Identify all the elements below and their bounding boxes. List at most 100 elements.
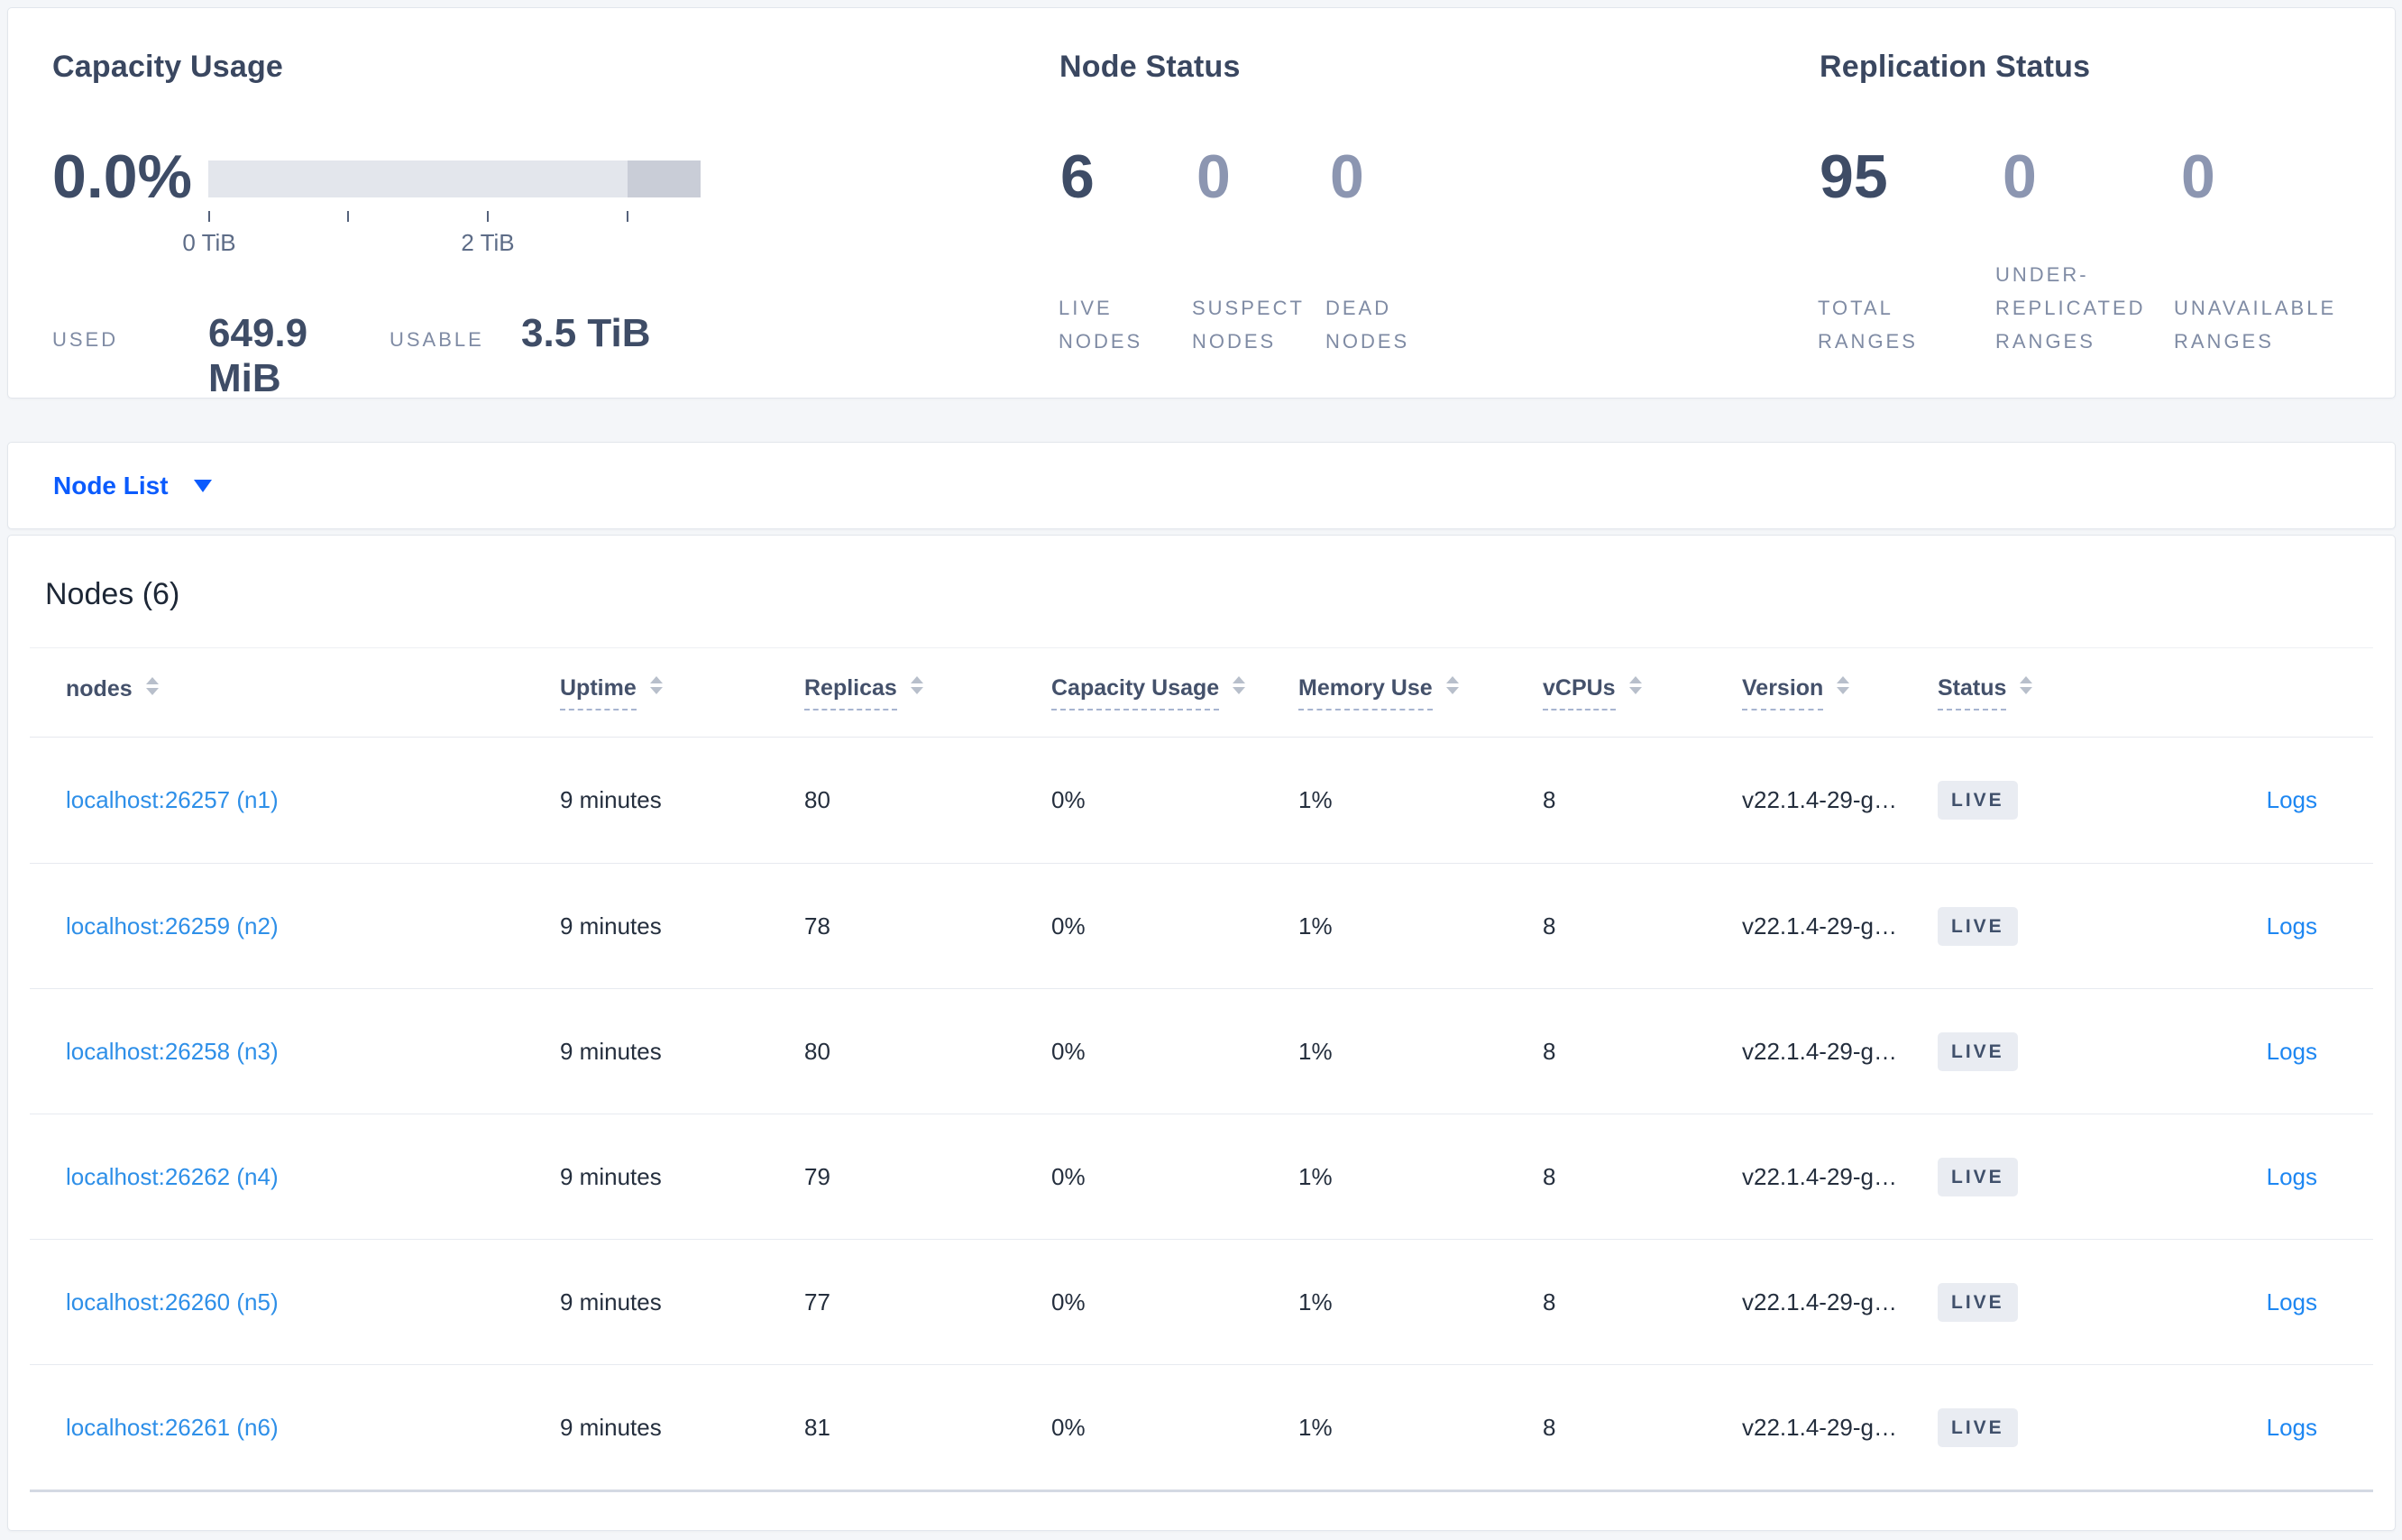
node-link[interactable]: localhost:26258 (n3) bbox=[66, 1037, 279, 1065]
replicas-cell: 79 bbox=[804, 1162, 830, 1190]
logs-link[interactable]: Logs bbox=[2266, 1037, 2317, 1065]
column-header[interactable]: Version bbox=[1742, 675, 1938, 710]
capacity-usage-title: Capacity Usage bbox=[52, 50, 284, 84]
sort-icon[interactable] bbox=[2020, 675, 2033, 694]
status-badge: LIVE bbox=[1938, 1031, 2018, 1071]
gauge-tick-label-2: 2 TiB bbox=[461, 229, 515, 256]
logs-link[interactable]: Logs bbox=[2266, 1413, 2317, 1441]
capacity-gauge: 0 TiB 2 TiB bbox=[182, 160, 701, 260]
sort-icon[interactable] bbox=[1445, 675, 1459, 694]
column-header-label[interactable]: Capacity Usage bbox=[1051, 675, 1220, 710]
total-ranges-value: 95 bbox=[1820, 142, 1888, 211]
capacity-percent-value: 0.0% bbox=[52, 142, 192, 211]
status-badge: LIVE bbox=[1938, 1282, 2018, 1322]
node-status-title: Node Status bbox=[1059, 50, 1241, 84]
vcpus-cell: 8 bbox=[1543, 912, 1556, 940]
capacity-used-row: USED 649.9 MiB USABLE 3.5 TiB bbox=[52, 311, 650, 401]
column-header-label[interactable]: Status bbox=[1938, 675, 2007, 710]
capacity-usage-cell: 0% bbox=[1051, 1037, 1086, 1065]
replicas-cell: 80 bbox=[804, 786, 830, 813]
table-row: localhost:26258 (n3) 9 minutes 80 0% 1% … bbox=[30, 988, 2373, 1114]
sort-icon[interactable] bbox=[910, 675, 923, 694]
total-ranges-label: TOTAL RANGES bbox=[1818, 297, 1918, 353]
logs-link[interactable]: Logs bbox=[2266, 1288, 2317, 1315]
uptime-cell: 9 minutes bbox=[560, 1413, 662, 1441]
uptime-cell: 9 minutes bbox=[560, 786, 662, 813]
suspect-nodes-stat: 0 SUSPECT NODES bbox=[1192, 8, 1309, 398]
memory-use-cell: 1% bbox=[1298, 1288, 1333, 1315]
live-nodes-label: LIVE NODES bbox=[1059, 297, 1143, 353]
replicas-cell: 81 bbox=[804, 1413, 830, 1441]
node-link[interactable]: localhost:26259 (n2) bbox=[66, 912, 279, 940]
status-badge: LIVE bbox=[1938, 781, 2018, 820]
logs-link[interactable]: Logs bbox=[2266, 786, 2317, 813]
capacity-usage-cell: 0% bbox=[1051, 1162, 1086, 1190]
sort-icon[interactable] bbox=[145, 676, 159, 695]
memory-use-cell: 1% bbox=[1298, 1162, 1333, 1190]
capacity-usage-cell: 0% bbox=[1051, 786, 1086, 813]
node-link[interactable]: localhost:26261 (n6) bbox=[66, 1413, 279, 1441]
total-ranges-stat: 95 TOTAL RANGES bbox=[1818, 8, 1948, 398]
column-header[interactable]: vCPUs bbox=[1543, 675, 1742, 710]
column-header[interactable]: Replicas bbox=[804, 675, 1051, 710]
table-body: localhost:26257 (n1) 9 minutes 80 0% 1% … bbox=[30, 738, 2373, 1492]
sort-icon[interactable] bbox=[1837, 675, 1850, 694]
table-row: localhost:26261 (n6) 9 minutes 81 0% 1% … bbox=[30, 1364, 2373, 1490]
used-label: USED bbox=[52, 328, 119, 351]
uptime-cell: 9 minutes bbox=[560, 1037, 662, 1065]
logs-link[interactable]: Logs bbox=[2266, 1162, 2317, 1190]
column-header-label[interactable]: Version bbox=[1742, 675, 1824, 710]
column-header-label[interactable]: Replicas bbox=[804, 675, 897, 710]
nodes-table-title: Nodes (6) bbox=[45, 577, 180, 611]
logs-link[interactable]: Logs bbox=[2266, 912, 2317, 940]
column-header-nodes-label: nodes bbox=[66, 675, 133, 701]
gauge-tick-1 bbox=[347, 211, 349, 222]
column-header-label[interactable]: vCPUs bbox=[1543, 675, 1616, 710]
table-row: localhost:26260 (n5) 9 minutes 77 0% 1% … bbox=[30, 1239, 2373, 1364]
version-cell: v22.1.4-29-g… bbox=[1742, 912, 1897, 940]
column-header[interactable]: Capacity Usage bbox=[1051, 675, 1298, 710]
unavailable-ranges-value: 0 bbox=[2181, 142, 2215, 211]
table-row: localhost:26259 (n2) 9 minutes 78 0% 1% … bbox=[30, 863, 2373, 988]
caret-down-icon[interactable] bbox=[193, 479, 212, 492]
sort-icon[interactable] bbox=[649, 675, 663, 694]
vcpus-cell: 8 bbox=[1543, 1288, 1556, 1315]
table-row: localhost:26262 (n4) 9 minutes 79 0% 1% … bbox=[30, 1114, 2373, 1239]
unavailable-ranges-stat: 0 UNAVAILABLE RANGES bbox=[2174, 8, 2354, 398]
suspect-nodes-label: SUSPECT NODES bbox=[1192, 297, 1305, 353]
column-header[interactable]: Uptime bbox=[560, 675, 804, 710]
column-header[interactable]: Memory Use bbox=[1298, 675, 1543, 710]
replicas-cell: 78 bbox=[804, 912, 830, 940]
suspect-nodes-value: 0 bbox=[1196, 142, 1231, 211]
memory-use-cell: 1% bbox=[1298, 912, 1333, 940]
version-cell: v22.1.4-29-g… bbox=[1742, 1288, 1897, 1315]
column-header-nodes[interactable]: nodes bbox=[66, 676, 560, 710]
view-selector-bar: Node List bbox=[7, 442, 2396, 529]
node-link[interactable]: localhost:26257 (n1) bbox=[66, 786, 279, 813]
under-replicated-ranges-value: 0 bbox=[2003, 142, 2037, 211]
node-link[interactable]: localhost:26260 (n5) bbox=[66, 1288, 279, 1315]
status-badge: LIVE bbox=[1938, 906, 2018, 946]
status-badge: LIVE bbox=[1938, 1157, 2018, 1196]
gauge-tick-3 bbox=[627, 211, 628, 222]
vcpus-cell: 8 bbox=[1543, 1037, 1556, 1065]
status-badge: LIVE bbox=[1938, 1407, 2018, 1447]
capacity-usage-cell: 0% bbox=[1051, 1288, 1086, 1315]
unavailable-ranges-label: UNAVAILABLE RANGES bbox=[2174, 297, 2337, 353]
column-header-label[interactable]: Uptime bbox=[560, 675, 637, 710]
node-link[interactable]: localhost:26262 (n4) bbox=[66, 1162, 279, 1190]
column-header[interactable]: Status bbox=[1938, 675, 2154, 710]
live-nodes-value: 6 bbox=[1060, 142, 1095, 211]
sort-icon[interactable] bbox=[1628, 675, 1642, 694]
capacity-gauge-segment bbox=[628, 160, 701, 197]
dead-nodes-value: 0 bbox=[1330, 142, 1364, 211]
sort-icon[interactable] bbox=[1233, 675, 1246, 694]
nodes-table-card: Nodes (6) nodes Uptime Replicas bbox=[7, 535, 2396, 1531]
under-replicated-ranges-label: UNDER-REPLICATED RANGES bbox=[1995, 263, 2146, 353]
replicas-cell: 77 bbox=[804, 1288, 830, 1315]
node-list-dropdown[interactable]: Node List bbox=[53, 471, 169, 500]
column-header-label[interactable]: Memory Use bbox=[1298, 675, 1433, 710]
table-header-row: nodes Uptime Replicas Capacity Usage bbox=[30, 647, 2373, 738]
cluster-summary-bar: Capacity Usage 0.0% 0 TiB 2 TiB USED 649… bbox=[7, 7, 2396, 401]
vcpus-cell: 8 bbox=[1543, 1413, 1556, 1441]
